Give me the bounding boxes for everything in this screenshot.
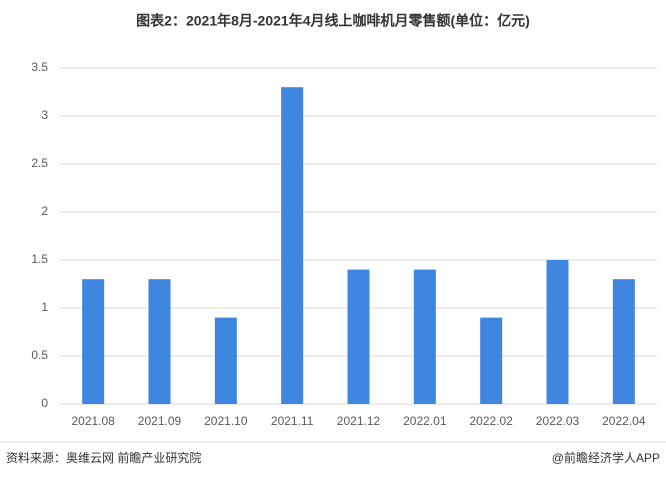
- x-tick-label: 2021.11: [271, 414, 314, 428]
- bar: [214, 317, 237, 404]
- y-tick-label: 2: [41, 204, 48, 218]
- x-tick-label: 2022.04: [602, 414, 646, 428]
- source: 资料来源：奥维云网 前瞻产业研究院: [6, 450, 201, 465]
- credit: @前瞻经济学人APP: [552, 450, 660, 465]
- bar: [612, 279, 635, 404]
- y-tick-label: 3.5: [31, 60, 48, 74]
- y-tick-label: 1.5: [31, 252, 48, 266]
- x-tick-label: 2021.12: [337, 414, 381, 428]
- bar: [480, 317, 503, 404]
- bar: [347, 269, 370, 404]
- y-tick-label: 2.5: [31, 156, 48, 170]
- x-tick-label: 2022.02: [469, 414, 513, 428]
- y-tick-label: 0.5: [31, 348, 48, 362]
- bar: [82, 279, 105, 404]
- y-tick-label: 1: [41, 300, 48, 314]
- chart-title: 图表2：2021年8月-2021年4月线上咖啡机月零售额(单位：亿元): [136, 13, 530, 29]
- y-tick-label: 0: [41, 396, 48, 410]
- x-tick-label: 2021.10: [204, 414, 248, 428]
- x-tick-label: 2021.08: [71, 414, 115, 428]
- bar: [413, 269, 436, 404]
- bar: [546, 260, 569, 404]
- x-tick-label: 2022.01: [403, 414, 447, 428]
- bar: [281, 87, 304, 404]
- x-tick-label: 2022.03: [536, 414, 580, 428]
- x-tick-label: 2021.09: [138, 414, 182, 428]
- bar: [148, 279, 171, 404]
- y-tick-label: 3: [41, 108, 48, 122]
